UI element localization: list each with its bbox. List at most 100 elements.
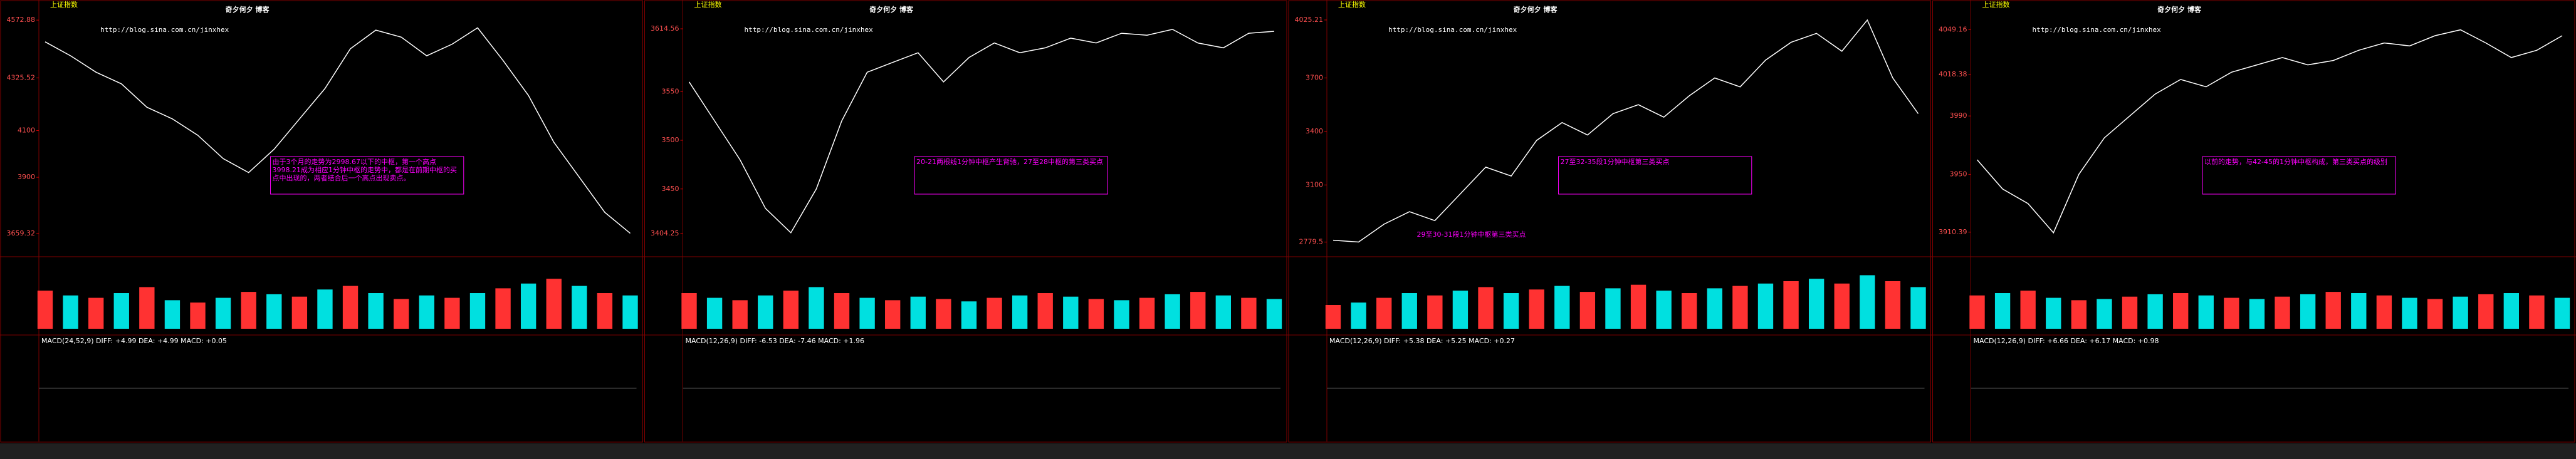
blog-url: http://blog.sina.com.cn/jinxhex: [2033, 26, 2162, 34]
y-tick-label: 4049.16: [1939, 25, 1967, 33]
volume-bar: [1190, 292, 1206, 329]
y-tick-label: 3950: [1950, 170, 1967, 178]
volume-bar: [2554, 297, 2570, 329]
note-2: 29至30-31段1分钟中枢第三类买点: [1417, 230, 1526, 239]
y-tick-label: 3500: [662, 136, 679, 144]
volume-bar: [2376, 295, 2392, 329]
volume-bar: [37, 291, 53, 329]
volume-bar: [2529, 295, 2545, 329]
volume-bar: [1707, 288, 1722, 329]
note-text: 20-21两根线1分钟中枢产生背驰，27至28中枢的第三类买点: [916, 158, 1104, 166]
tab-bar: [0, 443, 644, 459]
y-tick-label: 4100: [18, 126, 35, 135]
note-box: [1558, 156, 1752, 195]
volume-bar: [572, 286, 587, 329]
volume-bar: [1037, 293, 1053, 329]
y-tick-label: 4025.21: [1295, 16, 1324, 24]
volume-bar: [1757, 283, 1774, 329]
volume-bar: [859, 297, 875, 329]
volume-bar: [2300, 294, 2316, 329]
watermark: 奇夕何夕 博客: [2157, 5, 2202, 14]
volume-bar: [1241, 297, 1257, 329]
volume-bar: [1910, 287, 1926, 329]
y-tick-label: 3614.56: [651, 24, 679, 33]
panel-border: [1932, 0, 2575, 443]
y-tick-label: 3700: [1306, 74, 1323, 82]
panel-border: [644, 0, 1287, 443]
watermark: 奇夕何夕 博客: [226, 5, 270, 14]
price-line: [1333, 19, 1919, 243]
note: 由于3个月的走势为2998.67以下的中枢，第一个高点3998.21成为相应1分…: [273, 158, 458, 182]
note: 20-21两根线1分钟中枢产生背驰，27至28中枢的第三类买点: [916, 158, 1104, 166]
note: 以前的走势，与42-45的1分钟中枢构成，第三类买点的级别: [2204, 158, 2388, 166]
volume-bar: [2198, 295, 2214, 329]
volume-bar: [1554, 286, 1570, 329]
volume-bar: [2427, 299, 2443, 329]
y-tick-label: 4572.88: [7, 16, 36, 24]
volume-bar: [1808, 279, 1825, 329]
volume-bar: [2351, 293, 2367, 329]
volume-bar: [2046, 297, 2061, 329]
volume-bar: [1266, 299, 1282, 329]
panel-title: 上证指数: [50, 0, 78, 9]
volume-bar: [1139, 297, 1155, 329]
volume-bar: [681, 293, 697, 329]
volume-bar: [495, 288, 511, 329]
volume-bar: [2402, 297, 2417, 329]
volume-bar: [469, 293, 486, 329]
volume-bar: [1012, 295, 1028, 329]
tab-bar: [1288, 443, 1932, 459]
volume-bar: [706, 297, 723, 329]
volume-bar: [520, 283, 537, 329]
volume-bar: [1215, 295, 1232, 329]
volume-bar: [2453, 296, 2468, 329]
volume-bar: [2020, 291, 2036, 329]
y-tick-label: 4325.52: [7, 73, 36, 81]
volume-bar: [1860, 275, 1875, 329]
volume-bar: [987, 297, 1002, 329]
y-tick-label: 3900: [18, 173, 35, 181]
panel-title: 上证指数: [694, 0, 722, 9]
volume-bar: [88, 297, 104, 329]
volume-bar: [622, 295, 638, 329]
volume-bar: [2173, 293, 2189, 329]
volume-bar: [1969, 295, 1985, 329]
indicator-label: MACD(24,52,9) DIFF: +4.99 DEA: +4.99 MAC…: [41, 337, 227, 345]
volume-bar: [394, 299, 409, 329]
indicator-label: MACD(12,26,9) DIFF: +6.66 DEA: +6.17 MAC…: [1974, 337, 2159, 345]
volume-bar: [2122, 296, 2138, 329]
volume-bar: [419, 295, 434, 329]
blog-url: http://blog.sina.com.cn/jinxhex: [100, 26, 229, 34]
volume-bar: [1783, 281, 1799, 329]
volume-bar: [936, 299, 951, 329]
note-box: [270, 156, 464, 195]
volume-bar: [139, 287, 155, 329]
indicator-label: MACD(12,26,9) DIFF: -6.53 DEA: -7.46 MAC…: [686, 337, 865, 345]
volume-bar: [1656, 291, 1672, 329]
volume-bar: [1114, 300, 1129, 329]
watermark: 奇夕何夕 博客: [869, 5, 914, 14]
blog-url: http://blog.sina.com.cn/jinxhex: [745, 26, 874, 34]
volume-bar: [1325, 305, 1341, 329]
volume-bar: [2503, 293, 2520, 329]
volume-bar: [164, 300, 181, 329]
volume-bar: [2249, 299, 2265, 329]
panel-title: 上证指数: [1982, 0, 2010, 9]
y-tick-label: 4018.38: [1939, 70, 1967, 78]
volume-bar: [732, 300, 748, 329]
volume-bar: [809, 287, 824, 329]
volume-bar: [1088, 299, 1104, 329]
volume-bar: [2147, 294, 2163, 329]
volume-bar: [2275, 296, 2290, 329]
volume-bar: [317, 289, 333, 329]
watermark: 奇夕何夕 博客: [1514, 5, 1558, 14]
price-line: [45, 27, 631, 234]
panel-border: [0, 0, 643, 443]
volume-bar: [910, 296, 926, 329]
volume-bar: [1834, 283, 1850, 329]
volume-bar: [1351, 302, 1366, 329]
volume-bar: [190, 302, 206, 329]
note-text: 以前的走势，与42-45的1分钟中枢构成，第三类买点的级别: [2204, 158, 2388, 166]
y-tick-label: 2779.5: [1299, 238, 1324, 246]
